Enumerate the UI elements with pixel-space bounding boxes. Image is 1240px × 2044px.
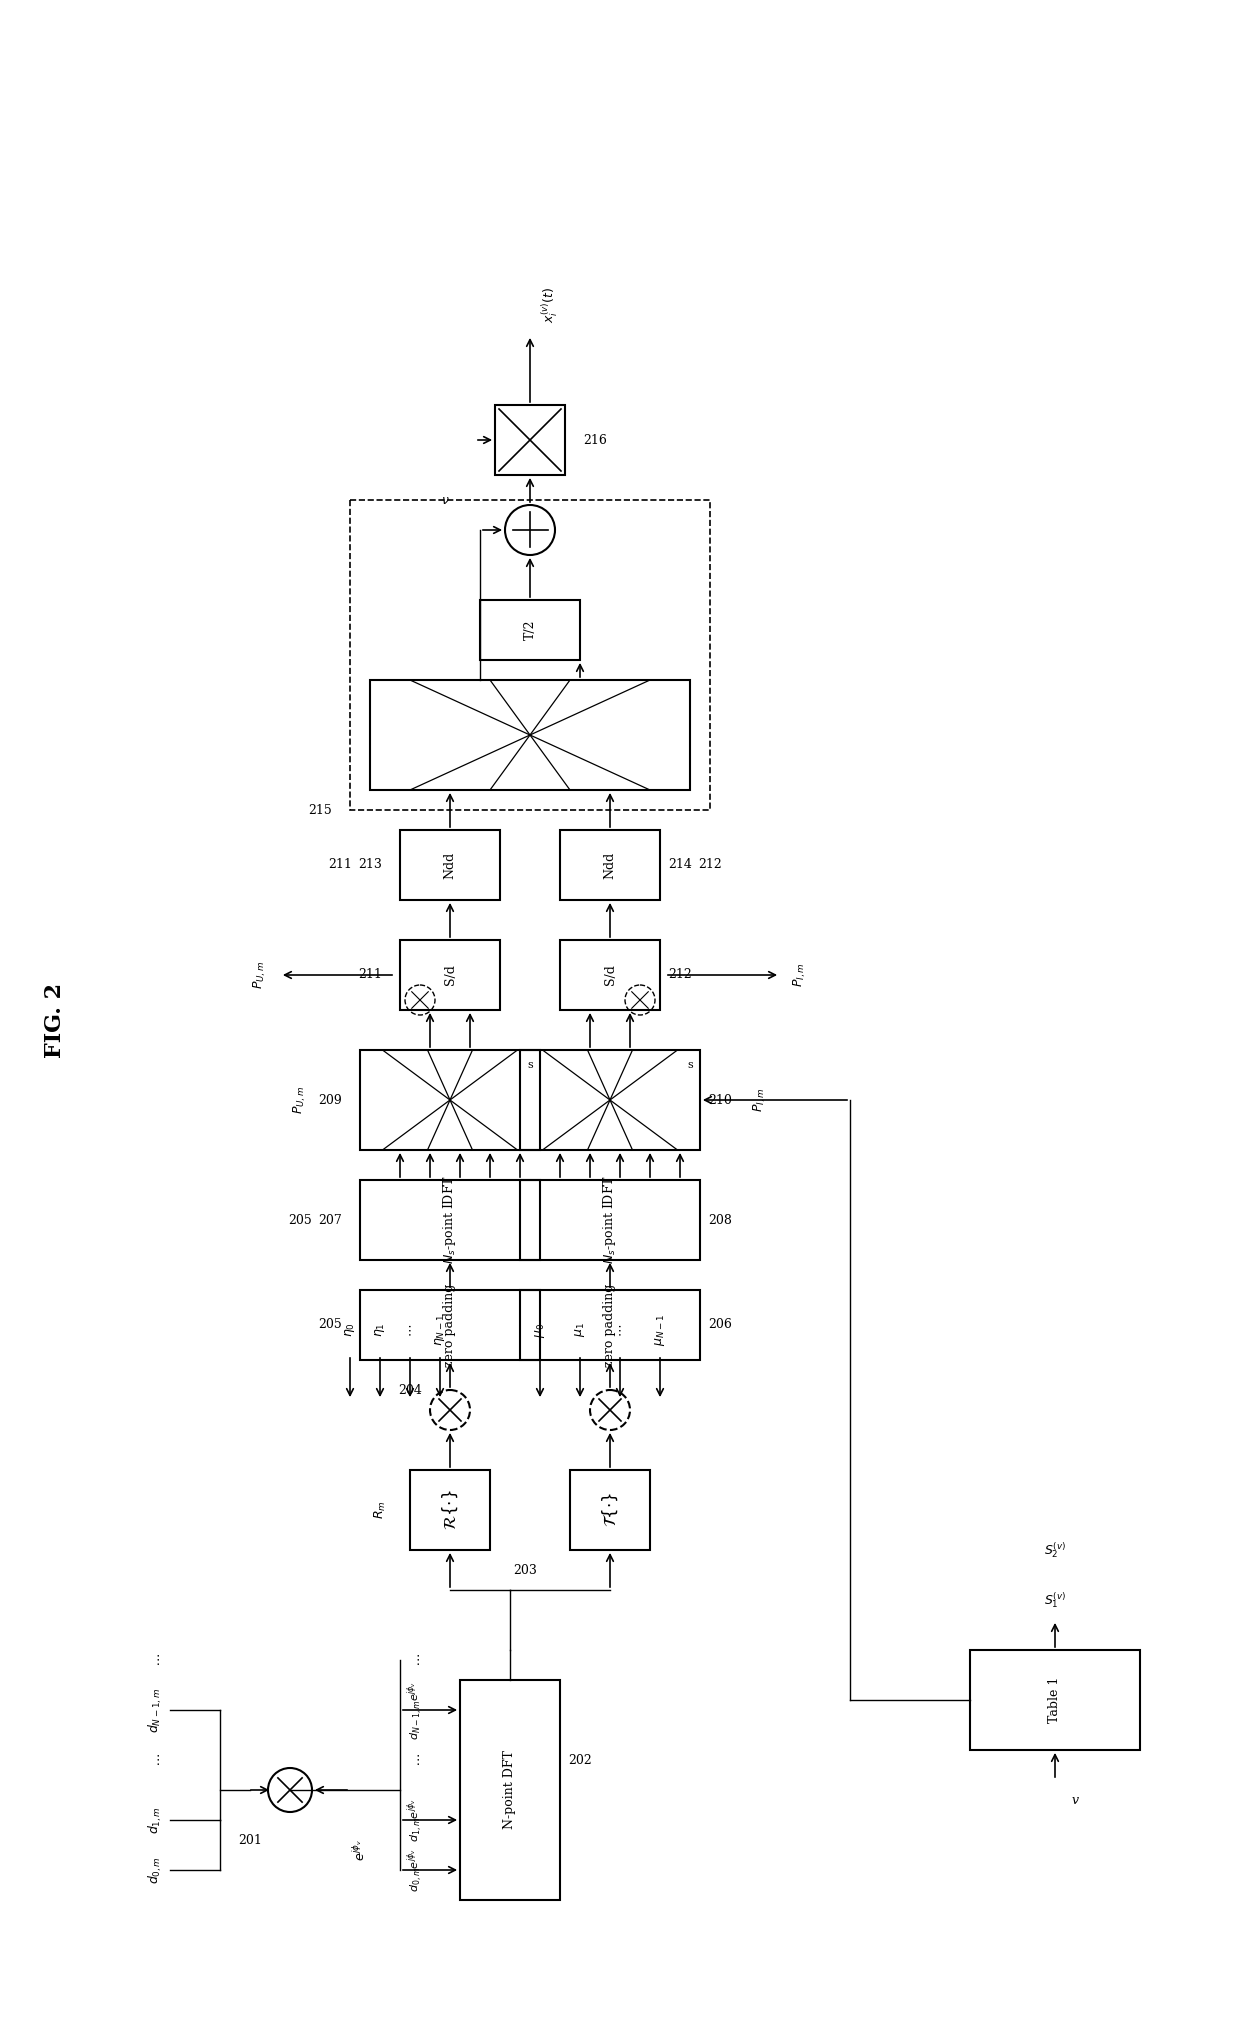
Text: 211: 211 (358, 969, 382, 981)
Text: $\cdots$: $\cdots$ (403, 1322, 417, 1337)
Text: 204: 204 (398, 1384, 422, 1396)
Bar (360, 1290, 539, 1359)
Text: $d_{0,m}$: $d_{0,m}$ (146, 1856, 164, 1885)
Bar (495, 405, 565, 474)
Text: 207: 207 (319, 1214, 342, 1226)
Text: $\eta_1$: $\eta_1$ (373, 1322, 387, 1337)
Text: 216: 216 (583, 433, 606, 446)
Text: 213: 213 (358, 858, 382, 871)
Text: $P_{U,m}$: $P_{U,m}$ (252, 961, 268, 989)
Bar (370, 681, 689, 789)
Text: $d_{1,m}$: $d_{1,m}$ (146, 1807, 164, 1833)
Text: $\vdots$: $\vdots$ (410, 1654, 419, 1668)
Text: 205: 205 (288, 1214, 312, 1226)
Text: $\eta_0$: $\eta_0$ (343, 1322, 357, 1337)
Bar (350, 501, 711, 809)
Text: zero padding: zero padding (444, 1284, 456, 1367)
Text: Ndd: Ndd (444, 852, 456, 879)
Text: $N_s$-point IDFT: $N_s$-point IDFT (601, 1175, 619, 1265)
Text: 202: 202 (568, 1754, 591, 1766)
Text: $d_{1,m}e^{j\phi_v}$: $d_{1,m}e^{j\phi_v}$ (405, 1799, 425, 1842)
Bar (360, 1179, 539, 1259)
Text: $\vdots$: $\vdots$ (150, 1754, 160, 1766)
Text: $R_m$: $R_m$ (372, 1500, 388, 1519)
Bar (520, 1179, 701, 1259)
Text: 210: 210 (708, 1094, 732, 1106)
Text: N-point DFT: N-point DFT (503, 1750, 517, 1829)
Text: $d_{N-1,m}$: $d_{N-1,m}$ (146, 1688, 164, 1733)
Bar (520, 1290, 701, 1359)
Text: $S_2^{(v)}$: $S_2^{(v)}$ (1044, 1541, 1066, 1560)
Text: $\vdots$: $\vdots$ (150, 1654, 160, 1668)
Text: $\vdots$: $\vdots$ (410, 1754, 419, 1766)
Bar (970, 1650, 1140, 1750)
Text: T/2: T/2 (523, 619, 537, 640)
Bar (401, 940, 500, 1010)
Text: $\mu_{N-1}$: $\mu_{N-1}$ (653, 1314, 667, 1347)
Text: Table 1: Table 1 (1049, 1676, 1061, 1723)
Bar (410, 1470, 490, 1549)
Text: Ndd: Ndd (604, 852, 616, 879)
Text: $\mu_1$: $\mu_1$ (573, 1322, 587, 1337)
Text: $e^{j\phi_v}$: $e^{j\phi_v}$ (352, 1840, 368, 1862)
Text: $\mu_0$: $\mu_0$ (533, 1322, 547, 1337)
Bar (520, 1051, 701, 1151)
Text: 208: 208 (708, 1214, 732, 1226)
Bar (480, 601, 580, 660)
Bar (360, 1051, 539, 1151)
Text: $P_{I,m}$: $P_{I,m}$ (751, 1087, 769, 1112)
Text: $d_{0,m}e^{j\phi_v}$: $d_{0,m}e^{j\phi_v}$ (405, 1848, 425, 1893)
Text: 205: 205 (319, 1318, 342, 1331)
Text: $\nu$: $\nu$ (440, 493, 449, 507)
Bar (570, 1470, 650, 1549)
Text: $P_{I,m}$: $P_{I,m}$ (792, 963, 808, 987)
Text: $P_{U,m}$: $P_{U,m}$ (291, 1085, 309, 1114)
Text: $S_1^{(v)}$: $S_1^{(v)}$ (1044, 1590, 1066, 1611)
Bar (460, 1680, 560, 1901)
Text: v: v (1071, 1793, 1079, 1807)
Text: 209: 209 (319, 1094, 342, 1106)
Bar (401, 830, 500, 899)
Bar (560, 830, 660, 899)
Text: s: s (687, 1061, 693, 1069)
Text: s: s (527, 1061, 533, 1069)
Text: $\mathcal{T}\{\cdot\}$: $\mathcal{T}\{\cdot\}$ (600, 1492, 620, 1527)
Text: 212: 212 (698, 858, 722, 871)
Text: 211: 211 (329, 858, 352, 871)
Bar (560, 940, 660, 1010)
Text: 212: 212 (668, 969, 692, 981)
Text: 203: 203 (513, 1564, 537, 1576)
Text: $\mathcal{R}\{\cdot\}$: $\mathcal{R}\{\cdot\}$ (440, 1490, 460, 1531)
Text: $x_i^{(v)}(t)$: $x_i^{(v)}(t)$ (539, 286, 560, 323)
Text: $N_s$-point IDFT: $N_s$-point IDFT (441, 1175, 459, 1265)
Text: zero padding: zero padding (604, 1284, 616, 1367)
Text: $d_{N-1,m}e^{j\phi_v}$: $d_{N-1,m}e^{j\phi_v}$ (405, 1680, 425, 1739)
Text: 206: 206 (708, 1318, 732, 1331)
Text: S/d: S/d (604, 965, 616, 985)
Text: 201: 201 (238, 1833, 262, 1846)
Text: 215: 215 (308, 803, 332, 816)
Text: $\eta_{N-1}$: $\eta_{N-1}$ (433, 1314, 446, 1345)
Text: FIG. 2: FIG. 2 (43, 983, 66, 1057)
Text: S/d: S/d (444, 965, 456, 985)
Text: 214: 214 (668, 858, 692, 871)
Text: $\cdots$: $\cdots$ (614, 1322, 626, 1337)
